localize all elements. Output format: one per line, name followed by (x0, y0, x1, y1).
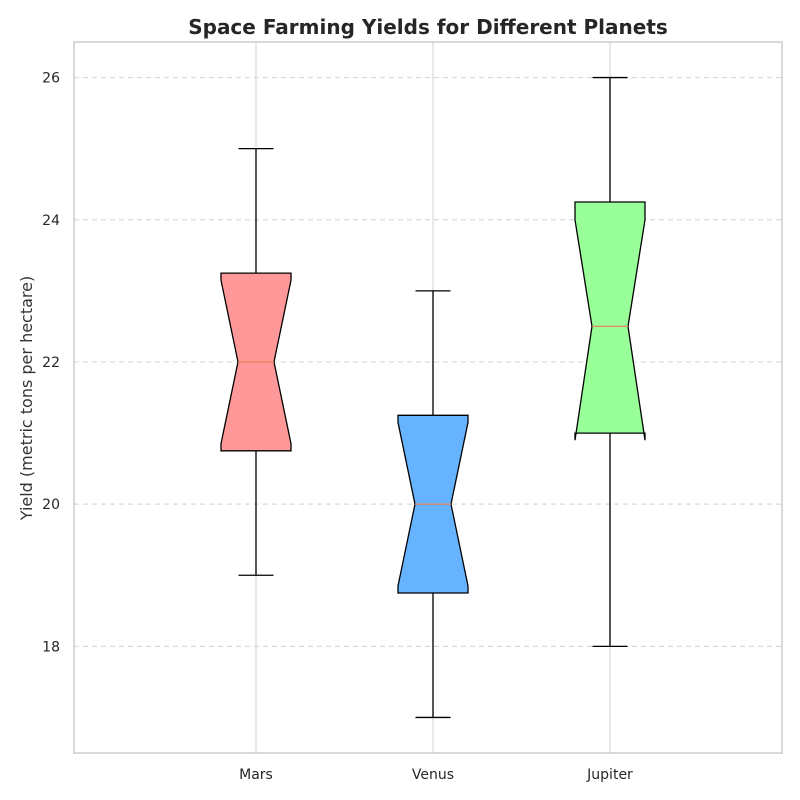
box-group-mars (220, 147, 292, 576)
boxes-layer (220, 76, 646, 719)
y-tick-label: 24 (42, 213, 60, 229)
box-group-venus (397, 290, 469, 719)
chart-title: Space Farming Yields for Different Plane… (188, 15, 668, 39)
x-tick-label: Venus (412, 767, 454, 783)
grid-lines (74, 42, 782, 753)
y-tick-label: 22 (42, 355, 60, 371)
x-tick-label: Mars (239, 767, 273, 783)
box-group-jupiter (574, 76, 646, 647)
y-axis-label: Yield (metric tons per hectare) (17, 276, 36, 522)
x-tick-label: Jupiter (586, 767, 633, 783)
plot-area-frame (73, 41, 783, 754)
x-axis-ticks: Mars Venus Jupiter (239, 767, 633, 783)
y-axis-ticks: 18 20 22 24 26 (42, 71, 60, 656)
y-tick-label: 18 (42, 639, 60, 655)
notched-box (574, 201, 646, 441)
y-tick-label: 26 (42, 71, 60, 87)
y-tick-label: 20 (42, 497, 60, 513)
